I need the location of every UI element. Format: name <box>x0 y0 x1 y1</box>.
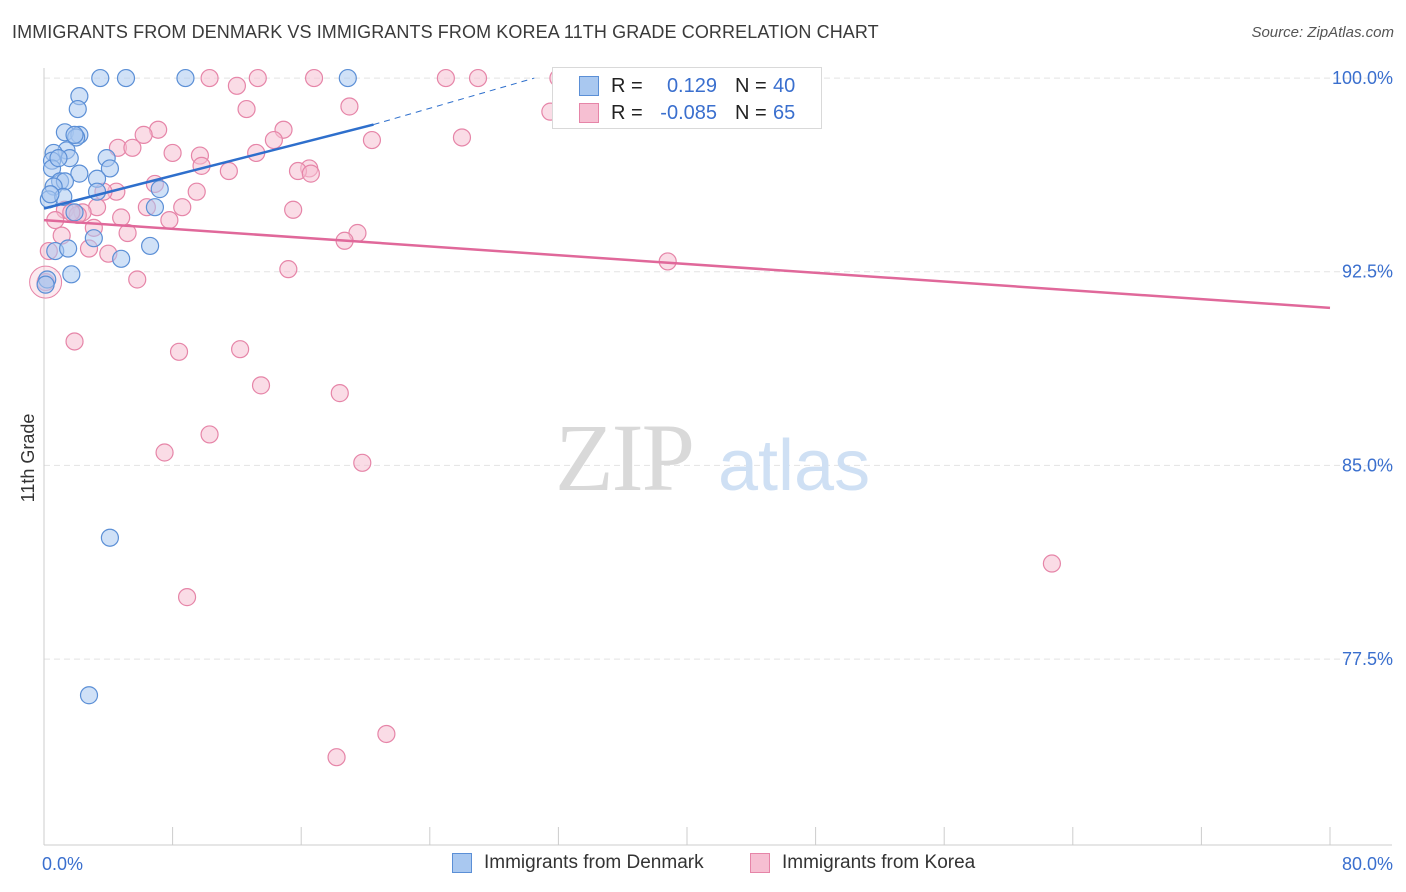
axes <box>43 68 1392 846</box>
legend-korea-r: -0.085 <box>660 101 717 124</box>
denmark-point-5 <box>68 99 87 119</box>
tick-labels: 100.0% 92.5% 85.0% 77.5% 0.0% 80.0% <box>42 68 1393 874</box>
legend-r-label: R = <box>611 74 643 97</box>
legend-denmark-r: 0.129 <box>666 74 717 97</box>
series-legend: Immigrants from Denmark Immigrants from … <box>0 852 1406 878</box>
korea-point-37 <box>112 208 131 227</box>
legend-denmark-n: 40 <box>773 74 796 97</box>
korea-point-31 <box>284 200 303 219</box>
denmark-point-25 <box>145 198 165 217</box>
y-tick-label-3: 77.5% <box>1342 649 1393 669</box>
x-tick-label-0: 0.0% <box>42 854 83 874</box>
watermark: ZIP atlas <box>555 404 870 511</box>
korea-point-58 <box>353 453 372 472</box>
korea-point-16 <box>123 138 142 157</box>
korea-point-57 <box>155 443 174 462</box>
korea-point-3 <box>436 68 455 88</box>
denmark-point-38 <box>65 125 84 144</box>
denmark-point-39 <box>49 149 68 168</box>
denmark-point-30 <box>59 239 78 258</box>
y-tick-label-2: 85.0% <box>1342 455 1393 475</box>
korea-swatch-icon <box>579 103 599 123</box>
denmark-point-3 <box>338 68 357 88</box>
legend-n-label: N = <box>735 101 767 124</box>
denmark-point-16 <box>70 164 89 183</box>
legend-denmark-label: Immigrants from Denmark <box>484 852 704 873</box>
y-tick-label-0: 100.0% <box>1332 68 1393 88</box>
denmark-legend-swatch-icon <box>452 853 472 873</box>
denmark-point-26 <box>65 203 84 222</box>
korea-point-11 <box>134 125 153 144</box>
korea-point-22 <box>219 161 238 181</box>
korea-point-61 <box>377 724 396 744</box>
denmark-trend-extension <box>373 77 535 126</box>
korea-point-5 <box>227 76 246 95</box>
watermark-zip: ZIP <box>555 404 693 511</box>
korea-point-1 <box>248 68 267 88</box>
legend-korea-label: Immigrants from Korea <box>782 852 976 873</box>
korea-legend-swatch-icon <box>750 853 770 873</box>
korea-point-59 <box>1042 554 1062 573</box>
korea-trend-line <box>43 218 1331 310</box>
chart-title: IMMIGRANTS FROM DENMARK VS IMMIGRANTS FR… <box>12 22 879 42</box>
legend-n-label: N = <box>735 74 767 97</box>
denmark-swatch-icon <box>579 76 599 96</box>
chart-source: Source: ZipAtlas.com <box>1251 24 1394 41</box>
legend-row-denmark: R = 0.129 N = 40 <box>579 74 795 98</box>
legend-item-denmark[interactable]: Immigrants from Denmark <box>452 852 704 874</box>
korea-point-52 <box>169 342 189 361</box>
korea-point-30 <box>173 198 192 217</box>
denmark-point-0 <box>91 68 110 88</box>
korea-point-62 <box>327 748 346 767</box>
grid-lines <box>44 77 1390 660</box>
korea-point-2 <box>304 68 324 88</box>
legend-item-korea[interactable]: Immigrants from Korea <box>750 852 975 874</box>
korea-point-8 <box>237 99 256 119</box>
y-axis-label: 11th Grade <box>18 414 38 503</box>
korea-point-26 <box>187 182 206 201</box>
legend-korea-n: 65 <box>773 101 796 124</box>
korea-point-0 <box>200 68 219 88</box>
series-denmark-points <box>36 68 357 705</box>
korea-point-60 <box>177 588 197 607</box>
denmark-point-34 <box>36 275 55 294</box>
korea-point-48 <box>279 260 298 279</box>
denmark-point-1 <box>116 68 136 88</box>
korea-point-51 <box>65 332 84 351</box>
legend-row-korea: R = -0.085 N = 65 <box>579 101 795 125</box>
korea-point-4 <box>468 68 488 88</box>
korea-point-55 <box>330 384 349 403</box>
denmark-trend-line <box>43 123 374 210</box>
legend-r-label: R = <box>611 101 643 124</box>
watermark-atlas: atlas <box>718 426 870 506</box>
denmark-point-37 <box>41 185 60 204</box>
denmark-point-27 <box>84 229 103 248</box>
denmark-point-14 <box>100 159 120 178</box>
korea-point-54 <box>251 376 271 395</box>
y-tick-label-1: 92.5% <box>1342 262 1393 282</box>
korea-point-17 <box>163 143 182 163</box>
denmark-point-31 <box>112 249 131 268</box>
korea-point-13 <box>362 130 382 150</box>
korea-point-14 <box>452 128 472 147</box>
korea-point-12 <box>264 130 283 150</box>
korea-point-24 <box>301 164 320 183</box>
korea-point-53 <box>231 340 250 359</box>
stats-legend: R = 0.129 N = 40 R = -0.085 N = 65 <box>552 67 822 129</box>
trend-lines <box>43 77 1331 310</box>
denmark-point-21 <box>150 180 169 199</box>
denmark-point-32 <box>62 265 81 284</box>
korea-point-6 <box>340 97 359 116</box>
denmark-point-28 <box>140 236 160 256</box>
x-tick-label-1: 80.0% <box>1342 854 1393 874</box>
korea-point-56 <box>200 425 219 444</box>
korea-point-49 <box>128 270 147 289</box>
denmark-point-36 <box>79 686 99 705</box>
denmark-point-2 <box>176 68 195 88</box>
korea-point-40 <box>118 223 137 243</box>
denmark-point-35 <box>100 528 120 547</box>
korea-point-38 <box>160 210 179 230</box>
